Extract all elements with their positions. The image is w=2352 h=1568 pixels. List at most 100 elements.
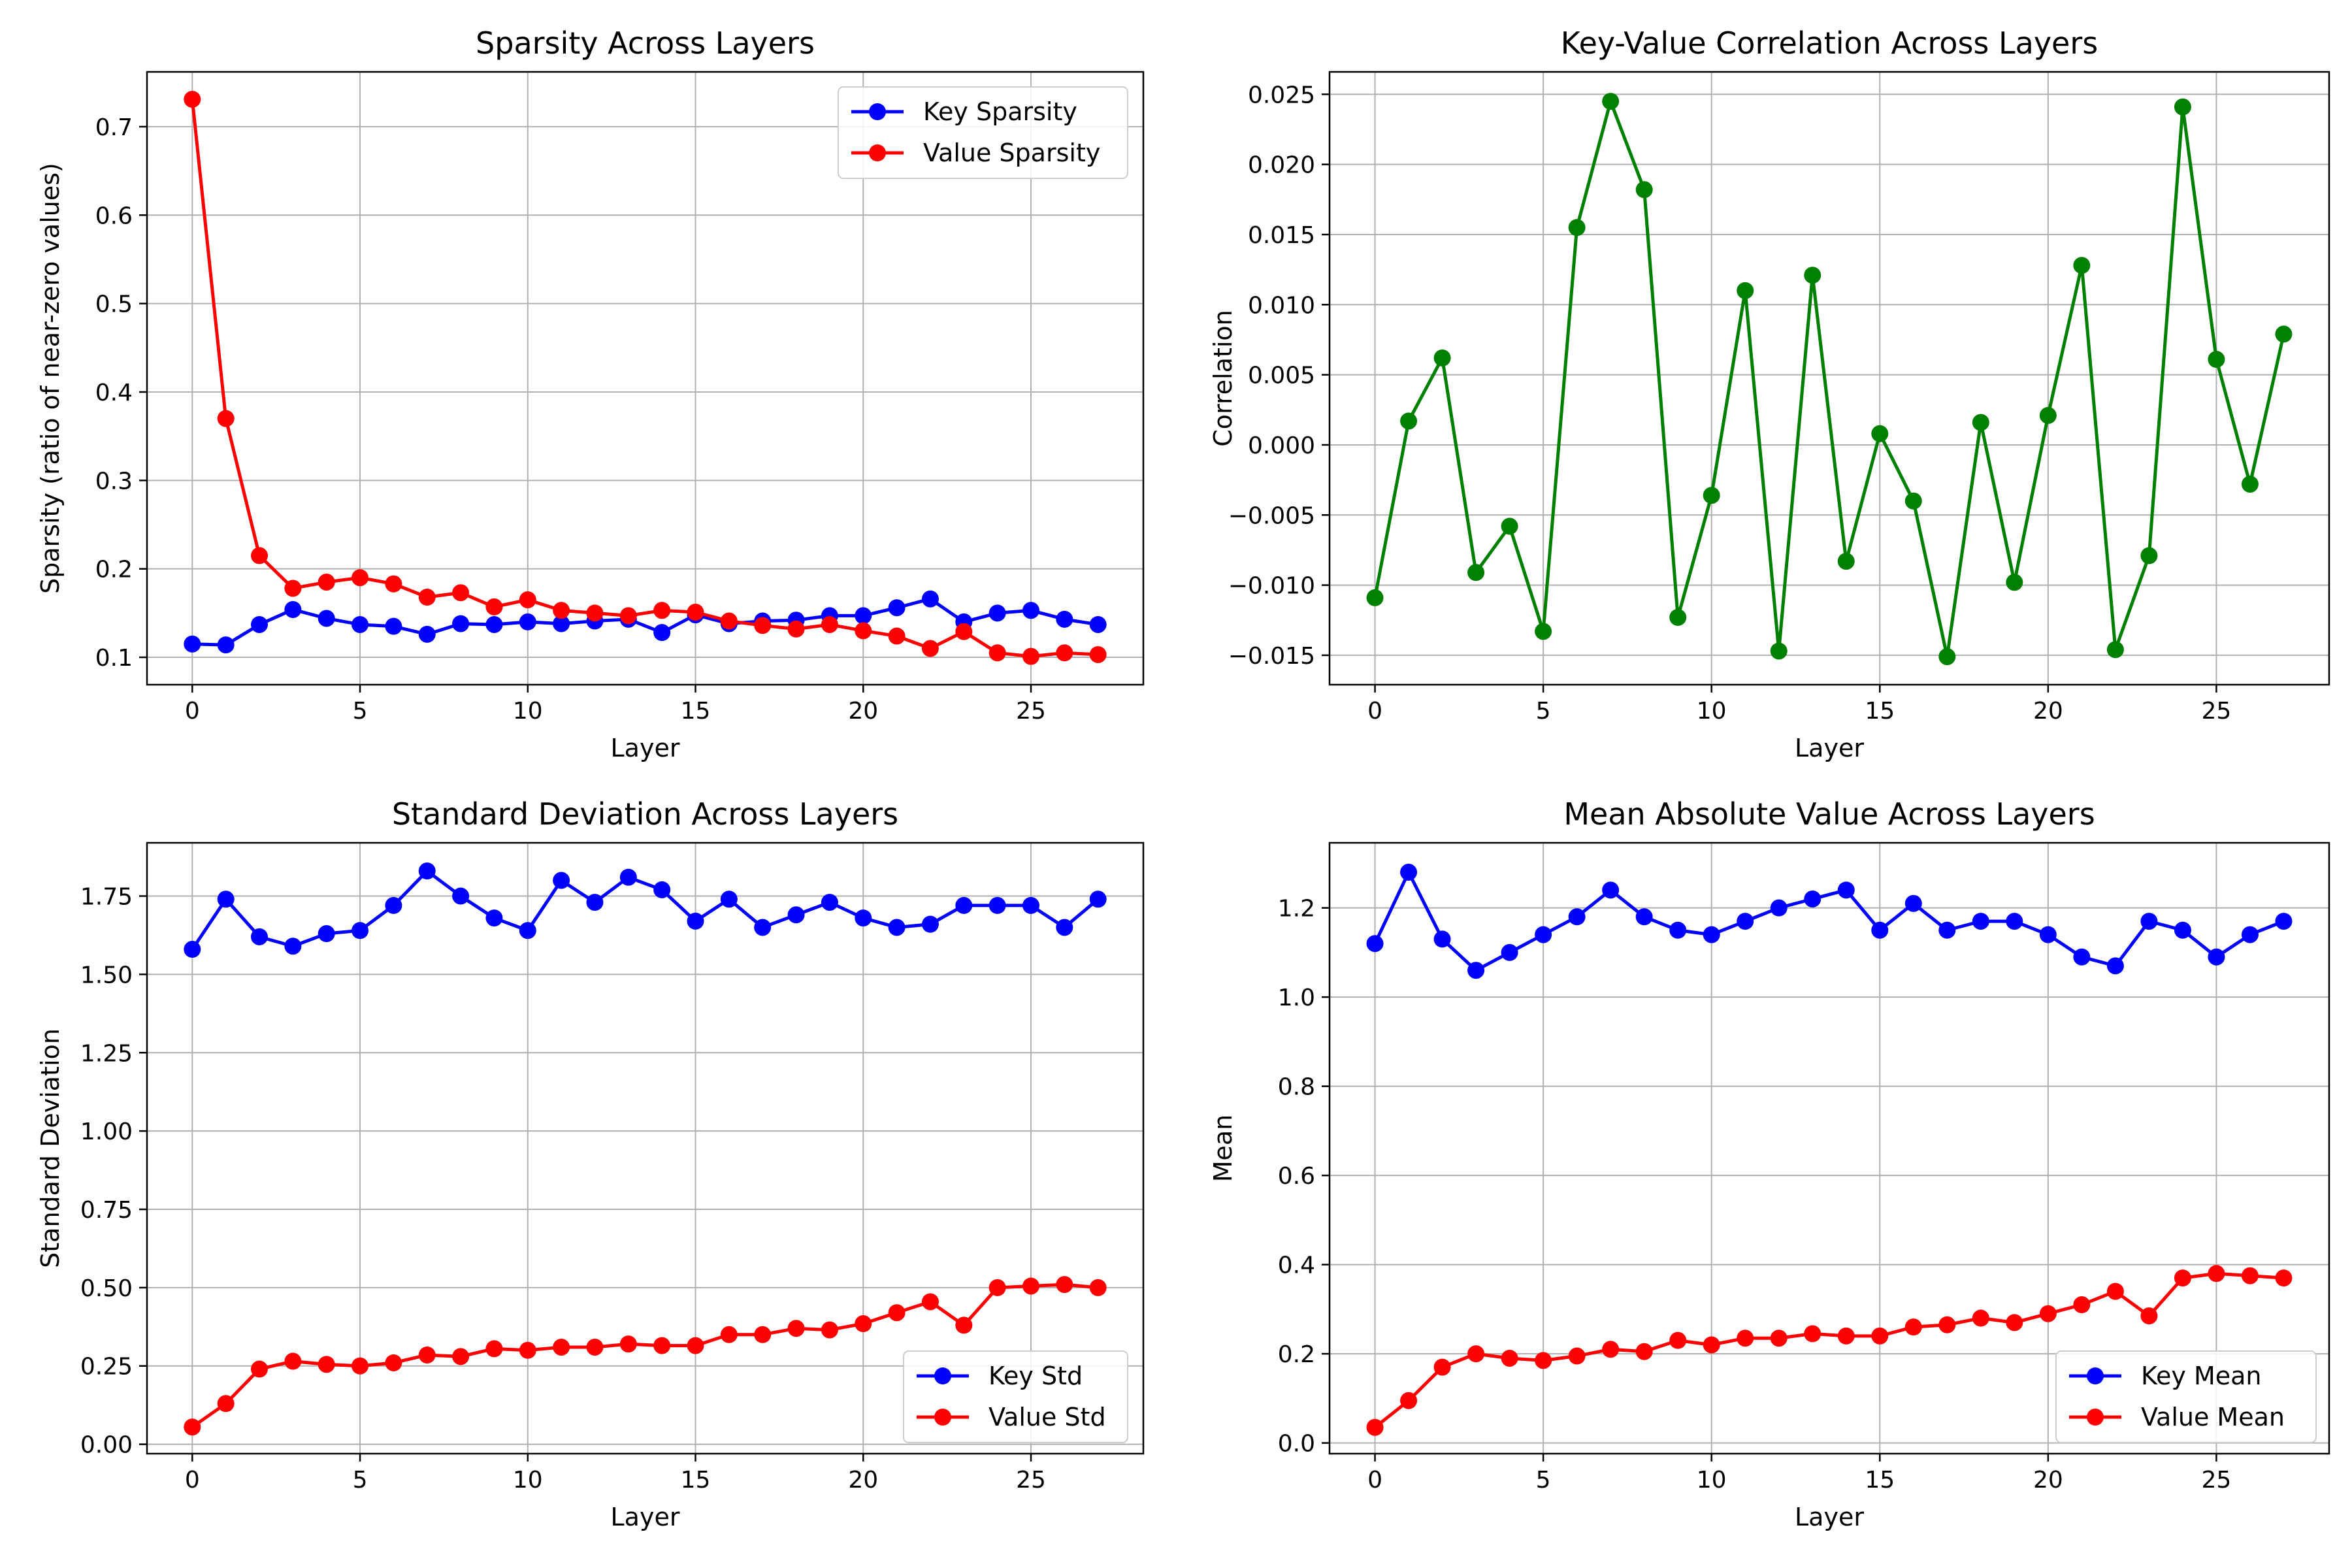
data-point: [1737, 913, 1754, 930]
data-point: [1467, 564, 1485, 581]
data-point: [888, 627, 906, 645]
data-point: [955, 1316, 973, 1334]
y-tick-label: 0.005: [1248, 363, 1315, 389]
x-axis-label: Layer: [1795, 734, 1864, 762]
x-axis-label: Layer: [611, 1503, 680, 1531]
x-tick-label: 25: [1016, 1467, 1046, 1494]
data-point: [2039, 406, 2057, 424]
data-point: [1022, 602, 1039, 619]
data-point: [1904, 1318, 1922, 1336]
data-point: [1535, 926, 1552, 943]
data-point: [318, 925, 335, 943]
chart-title: Sparsity Across Layers: [476, 25, 815, 61]
data-point: [385, 575, 402, 593]
y-tick-label: 0.2: [95, 557, 133, 583]
data-point: [2241, 476, 2259, 493]
data-point: [586, 1338, 604, 1356]
y-tick-label: −0.015: [1228, 643, 1315, 670]
data-point: [855, 909, 872, 927]
y-tick-label: 0.25: [80, 1354, 133, 1380]
data-point: [553, 615, 570, 632]
x-tick-label: 25: [1016, 698, 1046, 725]
x-tick-label: 5: [1536, 1467, 1551, 1494]
data-point: [553, 602, 570, 619]
data-point: [1056, 919, 1073, 936]
subplots: 0 5 10 15 20 25 0.1 0.2 0.3 0.4 0.5 0.6 0.7 Sparsity …: [36, 25, 2330, 1531]
data-point: [1804, 890, 1821, 907]
series-line: [1373, 870, 2285, 972]
data-point: [1400, 412, 1418, 430]
data-point: [687, 912, 704, 930]
data-point: [888, 919, 906, 936]
y-tick-label: 0.6: [1278, 1163, 1315, 1190]
y-axis-label: Standard Deviation: [36, 1028, 65, 1268]
data-point: [1602, 93, 1620, 110]
y-tick-label: −0.010: [1228, 573, 1315, 600]
data-point: [1669, 1331, 1687, 1349]
data-point: [184, 90, 201, 108]
data-point: [2241, 1267, 2259, 1284]
data-point: [687, 604, 704, 621]
x-tick-label: 0: [185, 1467, 200, 1494]
data-point: [1056, 644, 1073, 662]
data-point: [1501, 517, 1518, 535]
axes-frame: [146, 71, 1145, 686]
series-line: [192, 597, 1099, 647]
data-point: [1972, 414, 1989, 431]
data-point: [1089, 890, 1107, 908]
x-tick-label: 15: [1865, 698, 1895, 725]
data-point: [351, 922, 369, 939]
data-point: [619, 1335, 637, 1353]
data-point: [485, 909, 503, 927]
data-point: [653, 881, 671, 898]
data-point: [519, 1341, 536, 1359]
series-line: [191, 1282, 1098, 1429]
legend-label: Value Mean: [2141, 1403, 2285, 1431]
x-tick-label: 10: [513, 698, 543, 725]
data-point: [2241, 926, 2259, 943]
data-point: [1770, 899, 1788, 917]
x-tick-label: 10: [1697, 698, 1727, 725]
data-point: [485, 598, 503, 615]
legend-marker: [2087, 1409, 2104, 1426]
data-point: [519, 591, 536, 609]
data-point: [1022, 647, 1039, 665]
data-point: [720, 890, 738, 908]
y-tick-label: 0.010: [1248, 292, 1315, 319]
data-point: [1602, 1341, 1620, 1358]
data-point: [2174, 98, 2191, 116]
subplot-2: 0 5 10 15 20 25 −0.015 −0.010 −0.005 0.000 0.005 0.…: [1209, 25, 2330, 762]
y-tick-label: 0.000: [1248, 433, 1315, 459]
data-point: [1871, 1327, 1889, 1345]
data-point: [1938, 648, 1956, 666]
data-point: [284, 600, 302, 618]
y-tick-label: 0.4: [1278, 1252, 1315, 1279]
data-point: [1400, 864, 1418, 881]
data-point: [2174, 1269, 2191, 1287]
data-point: [452, 584, 470, 602]
data-point: [1770, 642, 1788, 660]
legend-label: Value Sparsity: [923, 139, 1100, 167]
y-tick-label: 0.4: [95, 380, 133, 406]
data-point: [1501, 1349, 1518, 1367]
data-point: [2039, 1305, 2057, 1322]
data-point: [1703, 1336, 1720, 1354]
data-point: [1022, 1277, 1039, 1295]
x-tick-label: 15: [681, 1467, 711, 1494]
x-tick-label: 5: [1536, 698, 1551, 725]
data-point: [754, 1326, 772, 1343]
y-axis-label: Sparsity (ratio of near-zero values): [36, 163, 65, 594]
data-point: [418, 862, 436, 880]
y-tick-label: 0.00: [80, 1432, 133, 1459]
data-point: [284, 580, 302, 597]
data-point: [452, 887, 470, 905]
y-tick-label: 0.0: [1278, 1431, 1315, 1458]
data-point: [988, 604, 1006, 622]
data-point: [2073, 257, 2091, 274]
x-tick-label: 20: [2033, 698, 2063, 725]
series-line: [1373, 99, 2285, 659]
subplot-3: 0 5 10 15 20 25 0.00 0.25 0.50 0.75 1.00 1.25 1.50 1.…: [36, 796, 1145, 1531]
data-point: [385, 896, 402, 914]
data-point: [184, 1418, 201, 1436]
